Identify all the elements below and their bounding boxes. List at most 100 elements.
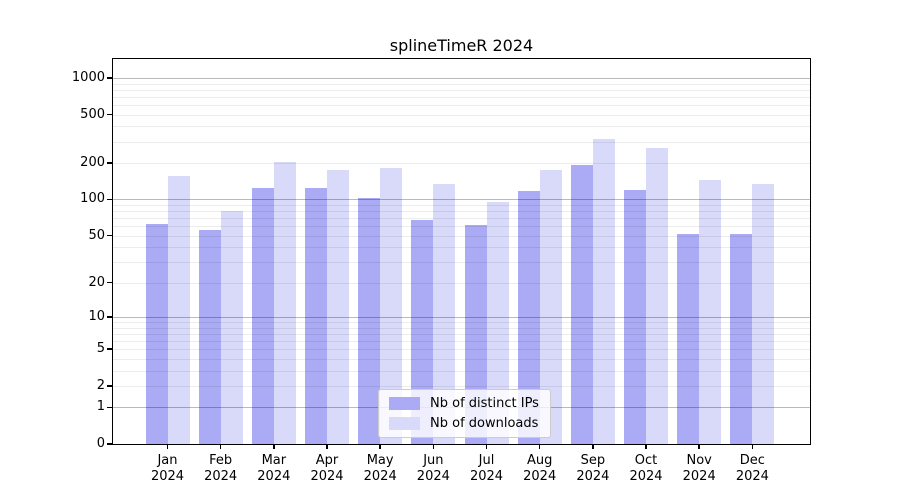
bar-downloads-jun [433, 183, 456, 444]
y-tick-label-200: 200 [80, 155, 105, 170]
gridline-minor-400 [113, 126, 810, 128]
gridline-minor-2 [113, 385, 810, 387]
x-tick-may [379, 444, 381, 449]
x-tick-label-may: May 2024 [363, 453, 397, 484]
bar-distinct-ips-apr [305, 187, 327, 444]
gridline-minor-50 [113, 235, 810, 237]
x-tick-nov [698, 444, 700, 449]
bar-downloads-feb [220, 211, 243, 444]
gridline-minor-300 [113, 141, 810, 143]
y-tick-1 [107, 406, 113, 409]
gridline-minor-9 [113, 321, 810, 323]
bar-distinct-ips-jan [145, 224, 168, 444]
x-tick-label-mar: Mar 2024 [257, 453, 291, 484]
x-tick-aug [538, 444, 541, 449]
bar-downloads-aug [539, 170, 562, 444]
x-tick-label-aug: Aug 2024 [523, 453, 557, 484]
bar-distinct-ips-nov [677, 233, 700, 444]
y-tick-label-0: 0 [96, 436, 105, 451]
y-tick-20 [107, 281, 113, 284]
legend-swatch-distinct-ips [389, 397, 420, 410]
y-tick-5 [107, 348, 113, 350]
y-tick-label-2: 2 [96, 377, 105, 393]
gridline-minor-90 [113, 204, 810, 206]
gridline-minor-200 [113, 163, 810, 164]
bar-downloads-dec [752, 184, 775, 444]
y-tick-500 [107, 113, 113, 116]
x-tick-label-jun: Jun 2024 [416, 453, 450, 484]
bar-downloads-sep [592, 138, 615, 444]
plot-area: Nb of distinct IPs Nb of downloads 0 1 2 5 1… [72, 58, 811, 484]
gridline-minor-900 [113, 83, 810, 85]
gridline-minor-600 [113, 104, 810, 106]
y-tick-1000 [107, 77, 113, 79]
legend-label-downloads: Nb of downloads [430, 416, 539, 431]
x-tick-jan [166, 444, 169, 449]
y-tick-label-1: 1 [96, 399, 105, 415]
gridline-minor-70 [113, 218, 810, 220]
gridline-minor-3 [113, 370, 810, 372]
bar-distinct-ips-oct [624, 189, 647, 444]
legend: Nb of distinct IPs Nb of downloads [378, 389, 551, 438]
bar-downloads-may [380, 167, 403, 444]
gridline-minor-30 [113, 262, 810, 264]
x-tick-sep [592, 444, 594, 449]
gridline-major-10 [113, 316, 810, 318]
bar-downloads-jan [167, 176, 190, 444]
gridline-minor-6 [113, 340, 810, 342]
x-tick-dec [751, 444, 754, 449]
x-tick-feb [219, 444, 222, 449]
gridline-minor-700 [113, 96, 810, 98]
x-tick-oct [645, 444, 647, 449]
x-tick-apr [326, 444, 328, 449]
bar-distinct-ips-mar [251, 188, 274, 444]
x-tick-label-sep: Sep 2024 [576, 453, 610, 484]
gridline-major-1000 [113, 77, 810, 79]
bar-distinct-ips-jun [411, 219, 434, 444]
x-tick-mar [273, 444, 275, 449]
bar-downloads-apr [327, 170, 349, 444]
gridline-minor-20 [113, 282, 810, 284]
y-tick-label-10: 10 [88, 308, 105, 324]
gridline-minor-8 [113, 327, 810, 329]
x-tick-label-feb: Feb 2024 [204, 453, 238, 484]
x-tick-label-oct: Oct 2024 [629, 453, 663, 484]
bar-downloads-oct [646, 147, 669, 444]
bar-distinct-ips-feb [198, 229, 221, 444]
legend-entry-distinct-ips: Nb of distinct IPs [389, 396, 539, 411]
y-tick-label-100: 100 [80, 191, 105, 207]
gridline-minor-800 [113, 89, 810, 91]
gridline-minor-7 [113, 333, 810, 335]
bar-downloads-nov [699, 179, 722, 444]
bar-downloads-mar [273, 161, 296, 444]
y-tick-label-500: 500 [80, 106, 105, 122]
y-tick-label-5: 5 [96, 341, 105, 357]
x-tick-label-apr: Apr 2024 [310, 453, 344, 484]
x-tick-label-dec: Dec 2024 [735, 453, 769, 484]
x-tick-jun [432, 444, 435, 449]
chart-title: splineTimeR 2024 [389, 36, 534, 55]
y-tick-label-1000: 1000 [71, 69, 105, 85]
gridline-minor-500 [113, 114, 810, 116]
bar-downloads-jul [486, 202, 509, 444]
bar-distinct-ips-aug [517, 190, 540, 444]
gridline-minor-40 [113, 247, 810, 249]
gridline-minor-80 [113, 211, 810, 213]
legend-entry-downloads: Nb of downloads [389, 416, 539, 431]
bar-distinct-ips-dec [730, 233, 753, 444]
y-tick-200 [107, 162, 113, 164]
y-tick-0 [107, 443, 113, 445]
y-tick-label-50: 50 [88, 227, 105, 243]
y-tick-50 [107, 234, 113, 237]
gridline-minor-4 [113, 358, 810, 360]
x-tick-label-jul: Jul 2024 [469, 453, 504, 484]
bar-distinct-ips-sep [570, 164, 593, 444]
gridline-minor-60 [113, 226, 810, 228]
y-tick-100 [107, 198, 113, 201]
gridline-major-100 [113, 199, 810, 201]
x-tick-label-jan: Jan 2024 [150, 453, 185, 484]
legend-label-distinct-ips: Nb of distinct IPs [430, 396, 539, 411]
y-tick-10 [107, 316, 113, 318]
gridline-minor-5 [113, 349, 810, 351]
